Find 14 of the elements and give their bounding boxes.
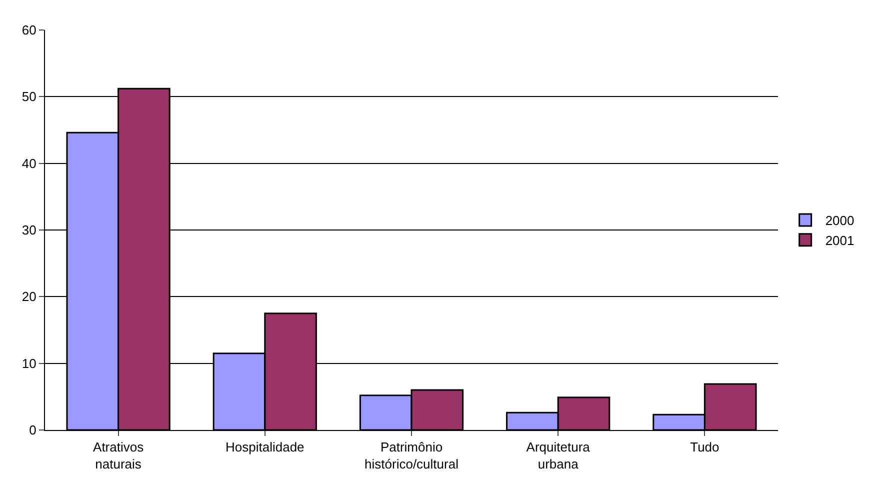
y-tick-label: 30 <box>22 222 36 238</box>
x-tick-label: Tudo <box>690 440 720 455</box>
x-tick-label: Atrativos naturais <box>93 440 144 472</box>
x-tick-label: Patrimônio histórico/cultural <box>364 440 459 472</box>
y-tick-label: 40 <box>22 156 36 171</box>
y-tick-label: 50 <box>22 89 36 104</box>
x-tick-label: Hospitalidade <box>226 440 304 455</box>
y-tick-label: 0 <box>29 422 36 438</box>
y-tick-label: 60 <box>22 22 36 38</box>
y-tick-label: 10 <box>22 356 36 371</box>
x-tick-label: Arquitetura urbana <box>526 440 591 472</box>
y-tick-label: 20 <box>22 289 36 304</box>
legend-label: 2001 <box>825 232 854 248</box>
legend-label: 2000 <box>825 213 854 228</box>
